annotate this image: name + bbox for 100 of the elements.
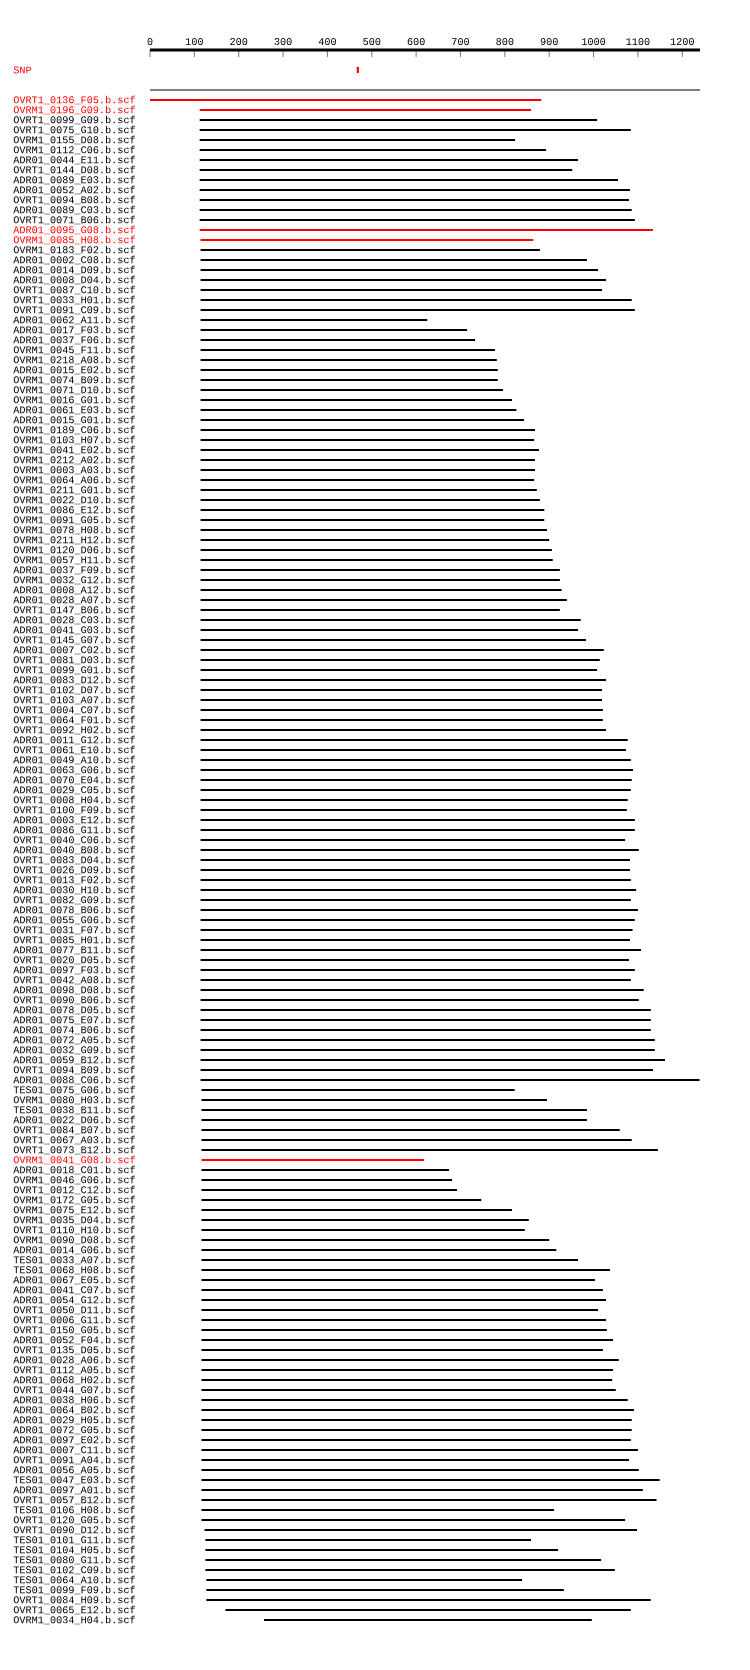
y-tick-label: OVRT1_0085_H01.b.scf xyxy=(13,935,136,945)
y-tick-label: OVRM1_0046_G06.b.scf xyxy=(13,1175,136,1185)
bar xyxy=(200,419,524,422)
y-tick-label: OVRM1_0064_A06.b.scf xyxy=(13,475,136,485)
y-tick-label: OVRT1_0044_G07.b.scf xyxy=(13,1385,136,1395)
bar xyxy=(200,839,626,842)
y-tick-label: ADR01_0040_B08.b.scf xyxy=(13,845,136,855)
bar xyxy=(201,1419,632,1422)
y-tick-label: OVRT1_0120_G05.b.scf xyxy=(13,1515,136,1525)
bar xyxy=(199,119,598,121)
bar xyxy=(225,1609,631,1612)
y-tick-label: OVRT1_0071_B06.b.scf xyxy=(13,215,136,225)
y-tick-label: ADR01_0074_B06.b.scf xyxy=(13,1025,136,1035)
bar xyxy=(200,959,630,962)
bar xyxy=(200,1019,651,1022)
y-tick-label: OVRT1_0084_H09.b.scf xyxy=(13,1595,136,1605)
bar xyxy=(200,889,637,892)
y-tick-label: OVRM1_0211_H12.b.scf xyxy=(13,535,136,545)
y-tick-label: OVRM1_0075_E12.b.scf xyxy=(13,1205,136,1215)
y-tick-label: TES01_0099_F09.b.scf xyxy=(13,1585,136,1595)
bar xyxy=(200,1059,665,1062)
y-tick-label: ADR01_0095_G08.b.scf xyxy=(13,225,136,235)
x-tick-label: 1200 xyxy=(670,38,694,46)
bar xyxy=(205,1559,602,1562)
bar xyxy=(200,409,517,412)
bar xyxy=(263,1619,592,1622)
y-tick-label: ADR01_0003_E12.b.scf xyxy=(13,815,136,825)
y-tick-label: OVRT1_0144_D08.b.scf xyxy=(13,165,136,175)
y-tick-label: ADR01_0072_G05.b.scf xyxy=(13,1425,136,1435)
bar xyxy=(200,749,626,752)
y-tick-label: ADR01_0007_C11.b.scf xyxy=(13,1445,136,1455)
bar xyxy=(200,969,635,972)
bar xyxy=(199,179,618,181)
y-tick-label: ADR01_0061_E03.b.scf xyxy=(13,405,136,415)
bar xyxy=(201,1159,425,1162)
y-tick-label: ADR01_0018_C01.b.scf xyxy=(13,1165,136,1175)
y-tick-label: OVRT1_0094_B09.b.scf xyxy=(13,1065,136,1075)
bar xyxy=(201,1219,529,1222)
y-tick-label: OVRM1_0155_D08.b.scf xyxy=(13,135,136,145)
y-tick-label: OVRM1_0016_G01.b.scf xyxy=(13,395,136,405)
y-tick-label: OVRT1_0083_D04.b.scf xyxy=(13,855,136,865)
bar xyxy=(201,1489,643,1492)
y-tick-label: ADR01_0075_E07.b.scf xyxy=(13,1015,136,1025)
y-tick-label: TES01_0038_B11.b.scf xyxy=(13,1105,136,1115)
y-tick-label: OVRT1_0013_F02.b.scf xyxy=(13,875,136,885)
y-tick-label: OVRT1_0067_A03.b.scf xyxy=(13,1135,136,1145)
bar xyxy=(200,239,534,241)
x-tick-label: 900 xyxy=(540,38,558,46)
bar xyxy=(199,219,635,221)
y-tick-label: ADR01_0086_G11.b.scf xyxy=(13,825,136,835)
y-tick-label: OVRM1_0112_C06.b.scf xyxy=(13,145,136,155)
bar xyxy=(200,549,552,552)
y-tick-label: ADR01_0067_E05.b.scf xyxy=(13,1275,136,1285)
y-tick-label: OVRM1_0196_G09.b.scf xyxy=(13,105,136,115)
bar xyxy=(201,1209,512,1212)
y-tick-label: ADR01_0089_E03.b.scf xyxy=(13,175,136,185)
y-tick-label: OVRT1_0082_G09.b.scf xyxy=(13,895,136,905)
bar xyxy=(200,719,603,722)
y-tick-label: ADR01_0088_C06.b.scf xyxy=(13,1075,136,1085)
bar xyxy=(200,909,638,912)
y-tick-label: ADR01_0063_G06.b.scf xyxy=(13,765,136,775)
bar xyxy=(200,1029,651,1032)
y-tick-label: ADR01_0055_G06.b.scf xyxy=(13,915,136,925)
bar xyxy=(201,1309,598,1312)
y-tick-label: OVRT1_0099_G09.b.scf xyxy=(13,115,136,125)
bar xyxy=(200,609,560,612)
y-tick-label: ADR01_0007_C02.b.scf xyxy=(13,645,136,655)
y-tick-label: ADR01_0037_F06.b.scf xyxy=(13,335,136,345)
bar xyxy=(201,1229,525,1232)
bar xyxy=(200,939,630,942)
y-tick-label: ADR01_0098_D08.b.scf xyxy=(13,985,136,995)
y-tick-label: ADR01_0015_E02.b.scf xyxy=(13,365,136,375)
bar xyxy=(199,149,547,151)
bar xyxy=(200,979,631,982)
bar xyxy=(199,209,632,211)
y-tick-label: OVRT1_0099_G01.b.scf xyxy=(13,665,136,675)
y-tick-label: OVRT1_0087_C10.b.scf xyxy=(13,285,136,295)
y-tick-label: ADR01_0083_D12.b.scf xyxy=(13,675,136,685)
bar xyxy=(205,1539,532,1542)
y-tick-label: OVRT1_0091_A04.b.scf xyxy=(13,1455,136,1465)
y-tick-label: TES01_0104_H05.b.scf xyxy=(13,1545,136,1555)
bar xyxy=(200,469,535,472)
x-tick-label: 700 xyxy=(452,38,470,46)
bar xyxy=(201,1299,606,1302)
bar xyxy=(200,769,634,772)
bar xyxy=(200,429,535,432)
bar xyxy=(200,289,602,292)
y-tick-label: OVRM1_0090_D08.b.scf xyxy=(13,1235,136,1245)
y-tick-label: ADR01_0052_F04.b.scf xyxy=(13,1335,136,1345)
y-tick-label: ADR01_0041_G03.b.scf xyxy=(13,625,136,635)
bar xyxy=(201,1289,603,1292)
bar xyxy=(201,1099,547,1102)
y-tick-label: ADR01_0062_A11.b.scf xyxy=(13,315,136,325)
y-tick-label: OVRT1_0110_H10.b.scf xyxy=(13,1225,136,1235)
bar xyxy=(150,99,542,101)
bar xyxy=(201,1239,550,1242)
bar xyxy=(201,1429,632,1432)
bar xyxy=(200,599,567,602)
x-tick-label: 1100 xyxy=(626,38,650,46)
y-tick-label: OVRM1_0080_H03.b.scf xyxy=(13,1095,136,1105)
